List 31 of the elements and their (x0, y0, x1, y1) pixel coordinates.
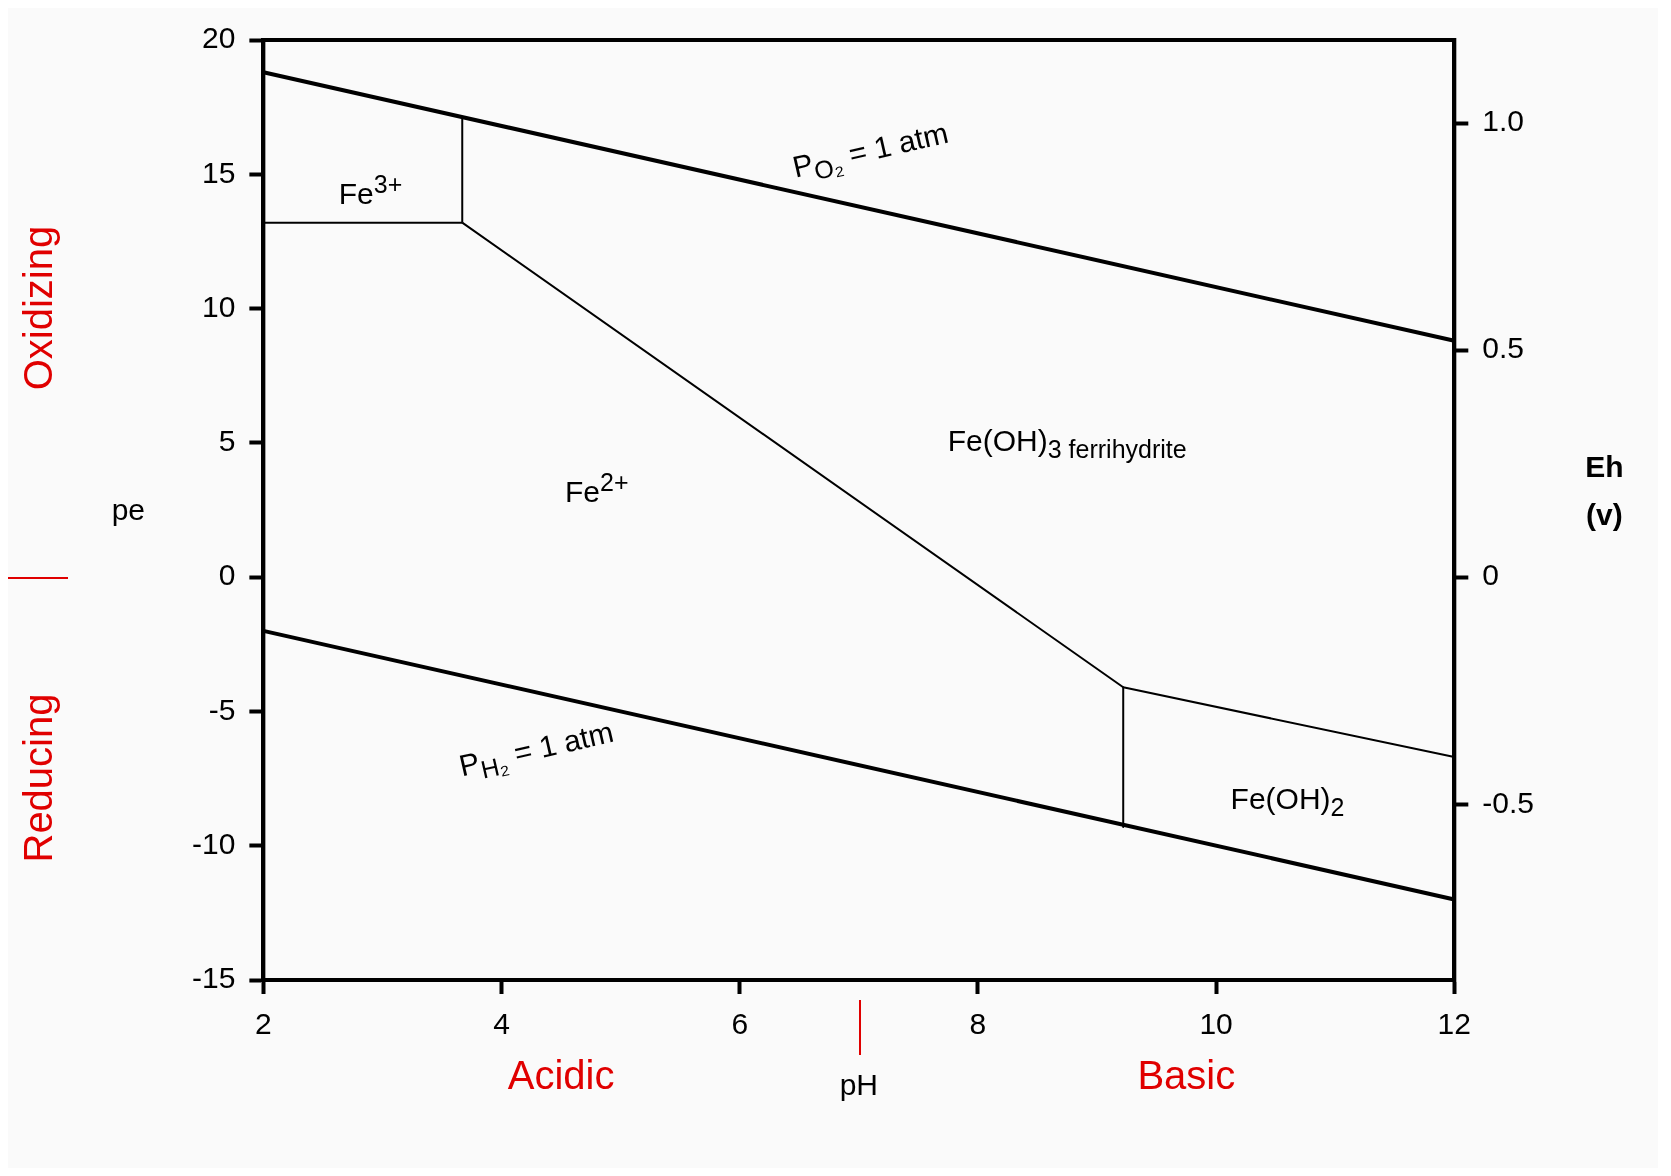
y-tick-label: -5 (208, 692, 236, 726)
annotation: P$_{O₂}$ = 1 atm (789, 115, 952, 187)
y-tick-label: 0 (218, 558, 236, 592)
y-tick-label: -15 (192, 961, 236, 995)
y2-tick-label: 0 (1482, 558, 1499, 592)
text: Acidic (507, 1052, 615, 1098)
y2-axis-title: Eh (v) (1584, 449, 1625, 534)
y-tick-label: 15 (201, 155, 236, 189)
annotation: Fe(OH)$_{2}$ (1230, 782, 1345, 823)
y-tick-label: 20 (201, 21, 236, 55)
x-tick-label: 8 (969, 1007, 987, 1041)
x-tick-label: 12 (1437, 1007, 1471, 1041)
y2-tick-label: -0.5 (1482, 785, 1535, 819)
y2-tick-label: 1.0 (1482, 104, 1525, 138)
annotation: Fe(OH)$_{3 ferrihydrite}$ (947, 424, 1187, 465)
y2-tick-label: 0.5 (1482, 331, 1525, 365)
x-axis-title: pH (839, 1068, 879, 1102)
y-tick-label: 5 (218, 424, 236, 458)
y-tick-label: 10 (201, 289, 236, 323)
text: Basic (1137, 1052, 1236, 1098)
x-tick-label: 4 (493, 1007, 510, 1041)
annotation: Fe$^{2+}$ (565, 467, 629, 509)
text: Reducing (15, 693, 61, 863)
x-tick-label: 10 (1199, 1007, 1233, 1041)
x-tick-label: 6 (731, 1007, 749, 1041)
y-axis-title: pe (111, 493, 146, 527)
y-tick-label: -10 (192, 826, 236, 860)
text: Oxidizing (15, 226, 61, 391)
x-tick-label: 2 (255, 1007, 272, 1041)
annotation: Fe$^{3+}$ (338, 169, 403, 211)
annotation: P$_{H₂}$ = 1 atm (456, 714, 618, 786)
